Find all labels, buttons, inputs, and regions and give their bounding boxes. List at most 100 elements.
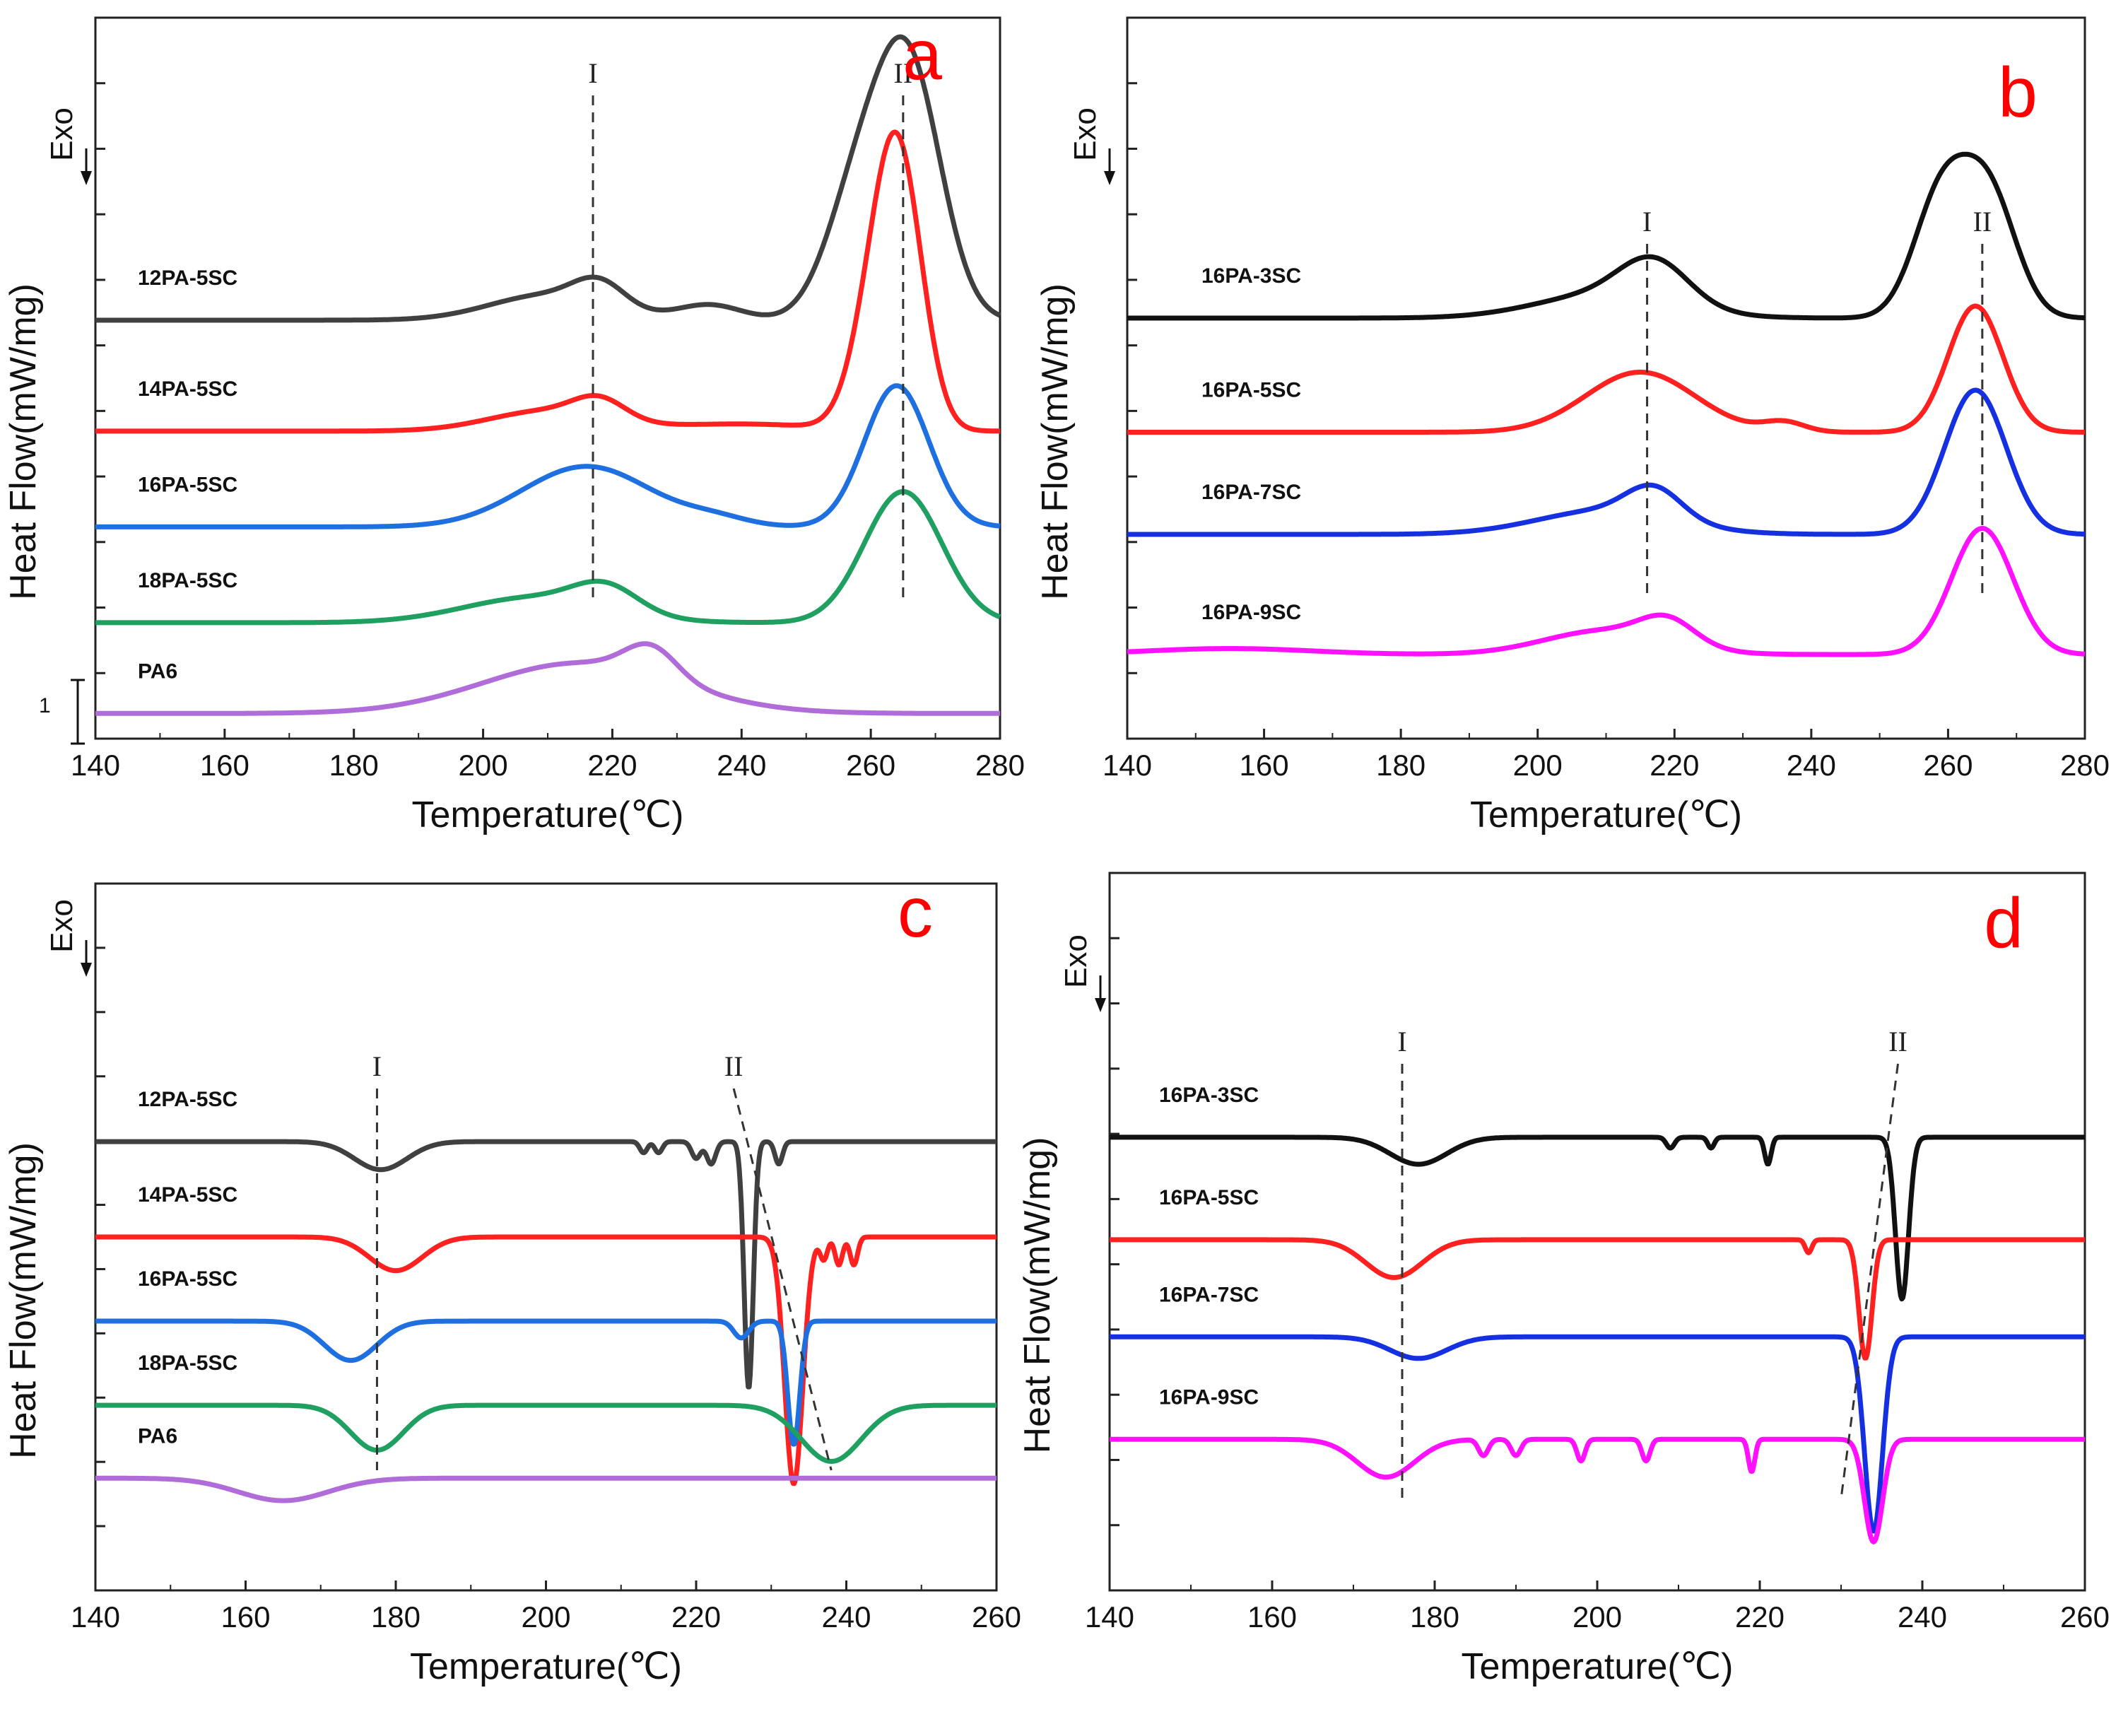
series-line-18PA-5SC [93,1402,999,1464]
series-line-12PA-5SC [93,34,1002,323]
peak-label: II [1973,206,1992,237]
x-tick-label: 160 [200,749,249,782]
exo-arrow-head [1095,998,1106,1012]
series-label: 16PA-5SC [1159,1186,1259,1209]
x-tick-label: 280 [975,749,1025,782]
exo-label: Exo [1059,934,1093,988]
scale-bar-label: 1 [39,694,51,717]
series-label: 18PA-5SC [138,569,237,592]
x-tick-label: 180 [329,749,379,782]
series-line-16PA-5SC [1108,1237,2086,1361]
y-axis-title: Heat Flow(mW/mg) [1017,1137,1058,1454]
series-line-14PA-5SC [93,1234,999,1486]
peak-guide-line [732,1088,833,1471]
series-line-PA6 [93,1475,999,1503]
x-tick-label: 200 [1573,1600,1622,1634]
x-tick-label: 260 [2060,1600,2110,1634]
series-label: 12PA-5SC [138,1088,237,1111]
exo-arrow-head [81,963,92,977]
series-line-16PA-5SC [93,383,1002,529]
x-tick-label: 140 [71,749,120,782]
y-axis-title: Heat Flow(mW/mg) [3,283,44,600]
series-line-16PA-3SC [1108,1134,2086,1302]
series-label: 18PA-5SC [138,1351,237,1375]
panel-letter: a [903,16,942,95]
x-tick-label: 180 [371,1600,421,1634]
x-tick-label: 280 [2060,749,2110,782]
y-axis-title: Heat Flow(mW/mg) [3,1142,44,1459]
series-line-16PA-7SC [1108,1334,2086,1534]
series-label: 16PA-5SC [1201,379,1301,402]
x-tick-label: 220 [1735,1600,1785,1634]
panel-letter: c [898,873,933,952]
series-label: 16PA-7SC [1201,481,1301,504]
peak-label: I [588,57,597,89]
series-label: 12PA-5SC [138,266,237,290]
exo-arrow-head [81,171,92,185]
x-tick-label: 200 [459,749,508,782]
series-label: 16PA-9SC [1201,601,1301,624]
peak-label: II [1888,1026,1907,1057]
series-label: 14PA-5SC [138,377,237,401]
x-tick-label: 160 [1240,749,1289,782]
series-line-18PA-5SC [93,489,1002,626]
x-axis-title: Temperature(℃) [1470,794,1742,835]
x-tick-label: 200 [1513,749,1563,782]
panel-a: 140 160 180 200 220 240 260 280 Temperature(℃) He… [3,16,1025,835]
y-axis-title: Heat Flow(mW/mg) [1035,283,1076,600]
plot-frame [1108,872,2086,1592]
panel-c: 140 160 180 200 220 240 260 Temperature(℃) Heat … [3,873,1021,1687]
series-label: 16PA-5SC [138,1267,237,1291]
series-line-12PA-5SC [93,1139,999,1390]
peak-label: II [894,57,913,89]
series-line-16PA-7SC [1126,387,2086,537]
series-label: 16PA-3SC [1201,264,1301,288]
x-tick-label: 220 [1650,749,1699,782]
x-tick-label: 240 [1898,1600,1947,1634]
peak-label: I [1642,206,1652,237]
x-tick-label: 140 [71,1600,120,1634]
peak-label: I [372,1050,382,1082]
exo-label: Exo [1068,107,1103,161]
x-axis-title: Temperature(℃) [412,794,684,835]
x-tick-label: 220 [671,1600,721,1634]
x-tick-label: 220 [587,749,637,782]
panel-letter: b [1998,53,2038,132]
series-label: 16PA-5SC [138,473,237,496]
series-line-PA6 [93,641,1002,716]
x-axis-title: Temperature(℃) [1462,1646,1734,1687]
panel-b: 140 160 180 200 220 240 260 280 Temperature(℃) He… [1035,16,2110,835]
series-label: 16PA-7SC [1159,1283,1259,1306]
x-tick-label: 260 [1923,749,1973,782]
series-label: PA6 [138,659,177,683]
x-tick-label: 260 [846,749,895,782]
series-label: 14PA-5SC [138,1183,237,1207]
peak-guide-line [1840,1063,1899,1499]
x-tick-label: 260 [972,1600,1021,1634]
x-tick-label: 180 [1376,749,1425,782]
series-line-16PA-5SC [1126,303,2086,435]
x-tick-label: 180 [1410,1600,1459,1634]
series-line-14PA-5SC [93,129,1002,434]
series-label: 16PA-9SC [1159,1385,1259,1409]
exo-arrow-head [1104,171,1115,185]
series-line-16PA-3SC [1126,151,2086,321]
series-line-16PA-9SC [1108,1436,2086,1544]
x-tick-label: 200 [521,1600,570,1634]
panel-letter: d [1984,884,2023,963]
x-tick-label: 240 [1787,749,1836,782]
series-line-16PA-5SC [93,1318,999,1447]
x-tick-label: 140 [1103,749,1152,782]
x-tick-label: 140 [1085,1600,1134,1634]
series-label: PA6 [138,1424,177,1448]
peak-label: II [724,1050,743,1082]
series-label: 16PA-3SC [1159,1084,1259,1107]
exo-label: Exo [45,899,79,953]
x-tick-label: 160 [1247,1600,1297,1634]
x-tick-label: 160 [221,1600,270,1634]
peak-label: I [1397,1026,1406,1057]
panel-d: 140 160 180 200 220 240 260 Temperature(℃) Heat … [1017,872,2110,1687]
x-axis-title: Temperature(℃) [410,1646,682,1687]
series-line-16PA-9SC [1126,526,2086,657]
